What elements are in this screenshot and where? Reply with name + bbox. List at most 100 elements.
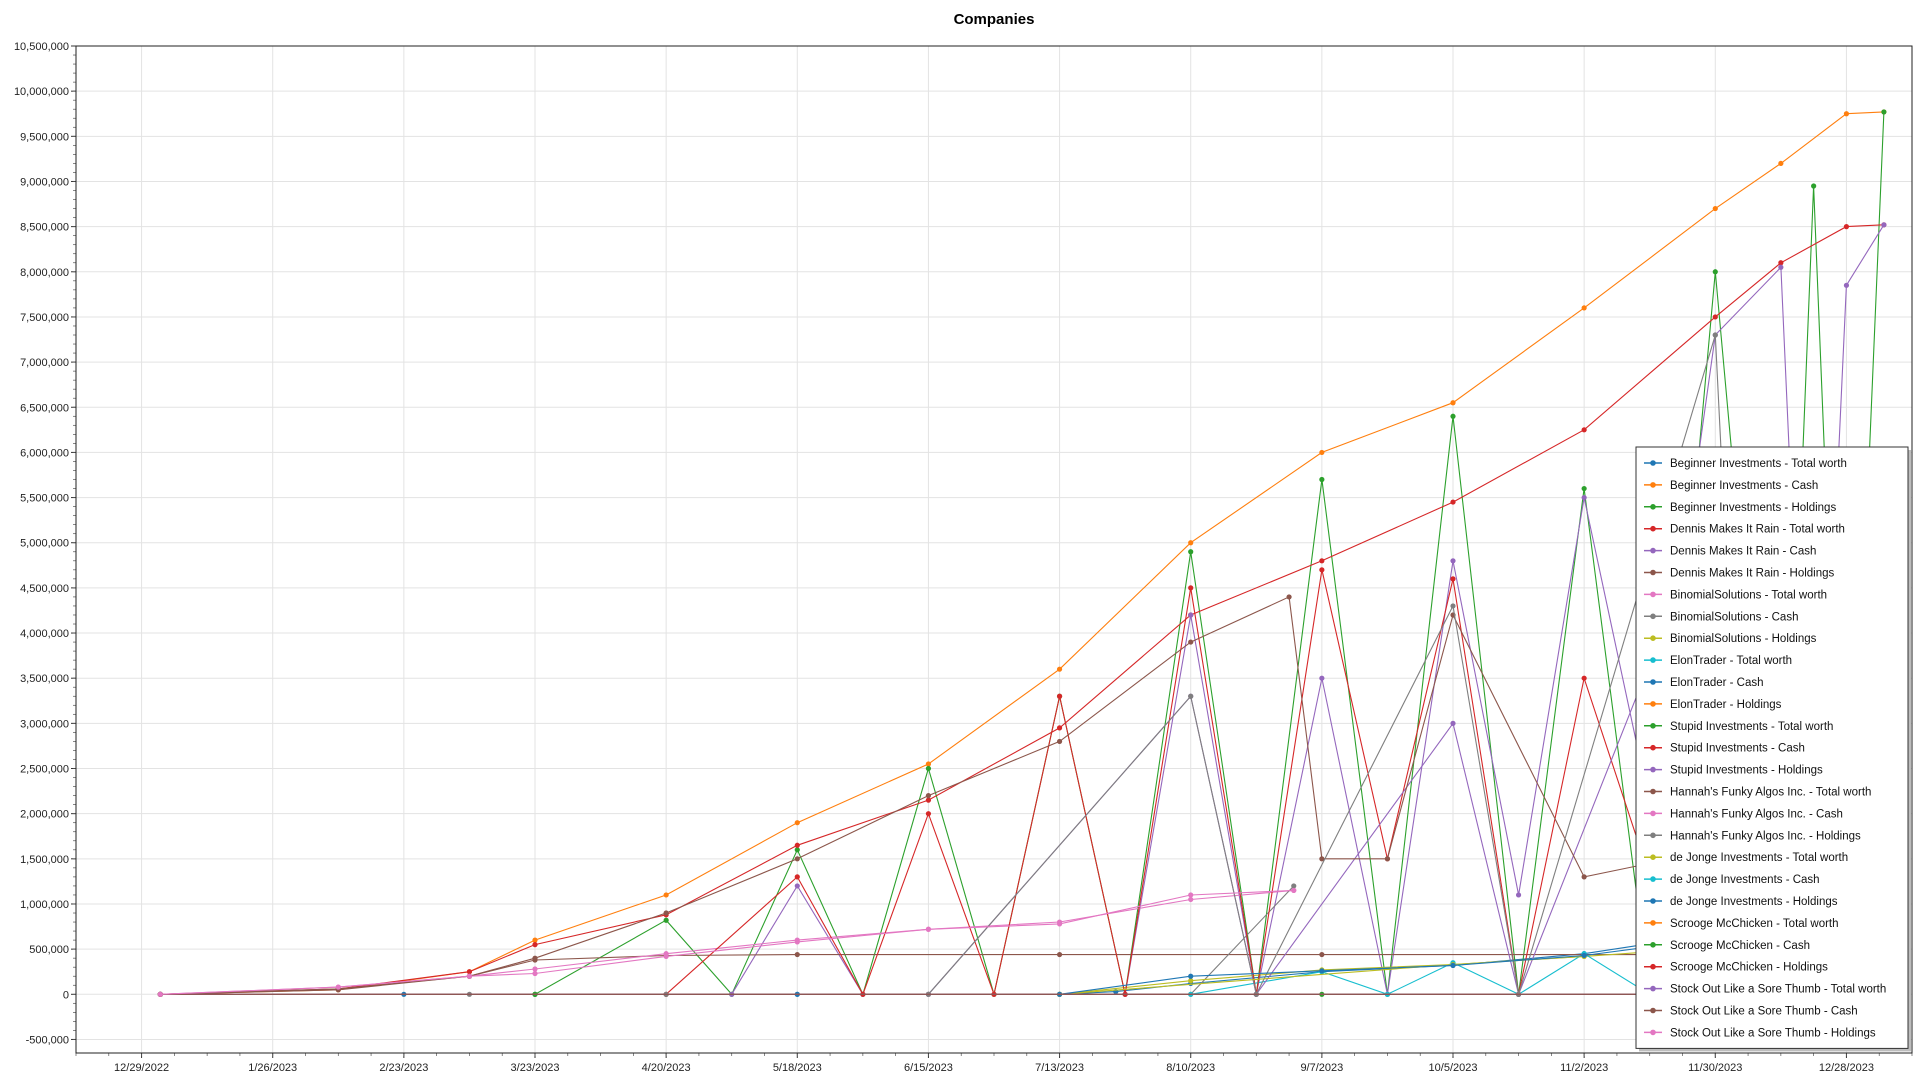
data-point — [1188, 892, 1194, 898]
x-tick-label: 2/23/2023 — [379, 1062, 428, 1074]
y-tick-label: 6,000,000 — [20, 447, 69, 459]
data-point — [157, 991, 163, 997]
data-point — [1581, 952, 1587, 959]
legend-swatch-marker — [1650, 942, 1656, 948]
y-tick-label: 9,000,000 — [20, 176, 69, 188]
legend-entry: Beginner Investments - Cash — [1670, 480, 1818, 492]
series-line — [160, 334, 1749, 996]
plot-frame — [75, 45, 1913, 1054]
y-tick-label: 5,000,000 — [20, 538, 69, 550]
data-point — [663, 953, 669, 959]
data-point — [1450, 962, 1456, 968]
legend-swatch-marker — [1650, 657, 1656, 663]
legend-entry: Stock Out Like a Sore Thumb - Holdings — [1670, 1027, 1876, 1039]
data-point — [1319, 856, 1325, 862]
legend-swatch-marker — [1650, 525, 1656, 532]
data-point — [1188, 693, 1194, 699]
data-point — [925, 793, 932, 799]
data-point — [1450, 558, 1456, 564]
legend-entry: Dennis Makes It Rain - Cash — [1670, 546, 1816, 558]
legend-entry: BinomialSolutions - Holdings — [1670, 633, 1817, 645]
data-point — [1056, 738, 1063, 745]
x-tick-label: 5/18/2023 — [773, 1062, 822, 1074]
legend-entry: Dennis Makes It Rain - Holdings — [1670, 568, 1835, 580]
y-tick-label: 3,500,000 — [20, 673, 69, 685]
data-point — [1286, 594, 1292, 600]
legend-swatch-marker — [1650, 569, 1656, 576]
data-point — [794, 874, 800, 880]
y-tick-label: 9,500,000 — [20, 131, 69, 143]
y-tick-label: 0 — [63, 989, 69, 1001]
series-lines — [157, 109, 1887, 997]
data-point — [1778, 160, 1784, 167]
chart-title: Companies — [954, 11, 1035, 28]
legend-entry: Beginner Investments - Holdings — [1670, 502, 1836, 514]
y-tick-label: 2,000,000 — [20, 809, 69, 821]
y-tick-label: 1,500,000 — [20, 854, 69, 866]
legend-entry: Scrooge McChicken - Total worth — [1670, 918, 1839, 930]
legend-swatch-marker — [1650, 963, 1656, 970]
series-17 — [157, 332, 1751, 997]
series-2 — [157, 109, 1887, 997]
data-point — [1581, 427, 1587, 433]
x-tick-label: 12/29/2022 — [114, 1062, 169, 1074]
data-point — [1291, 887, 1297, 894]
legend-swatch-marker — [1650, 898, 1656, 904]
data-point — [925, 765, 932, 772]
data-point — [1581, 675, 1587, 681]
y-tick-label: 8,000,000 — [20, 267, 69, 279]
data-point — [1843, 282, 1850, 288]
y-tick-label: 500,000 — [29, 944, 69, 956]
series-line — [160, 596, 1716, 995]
legend-entry: ElonTrader - Total worth — [1670, 655, 1792, 667]
data-point — [1843, 224, 1850, 230]
data-point — [1581, 305, 1587, 311]
data-point — [1384, 856, 1391, 862]
data-point — [1811, 183, 1817, 189]
data-point — [1581, 485, 1587, 492]
data-point — [794, 883, 800, 889]
data-point — [1778, 264, 1784, 270]
data-point — [1712, 205, 1718, 212]
legend-entry: Hannah's Funky Algos Inc. - Cash — [1670, 808, 1843, 820]
data-point — [663, 917, 669, 923]
legend: Beginner Investments - Total worth Beginn… — [1635, 446, 1911, 1052]
y-tick-label: 3,000,000 — [20, 718, 69, 730]
data-point — [925, 811, 932, 817]
data-point — [794, 951, 800, 958]
y-tick-label: 7,000,000 — [20, 357, 69, 369]
data-point — [1581, 494, 1587, 501]
data-point — [532, 937, 538, 943]
series-line — [160, 948, 1716, 995]
legend-entry: Hannah's Funky Algos Inc. - Total worth — [1670, 787, 1871, 799]
legend-swatch-marker — [1650, 810, 1656, 817]
data-point — [1319, 558, 1325, 564]
legend-swatch-marker — [1650, 460, 1656, 466]
series-15 — [157, 594, 1718, 997]
legend-swatch-marker — [1650, 854, 1656, 860]
data-point — [466, 973, 473, 979]
legend-entry: Stupid Investments - Cash — [1670, 743, 1805, 755]
legend-swatch-marker — [1650, 701, 1656, 707]
series-line — [160, 937, 1716, 995]
x-tick-label: 12/28/2023 — [1819, 1062, 1874, 1074]
x-tick-label: 11/30/2023 — [1688, 1062, 1742, 1074]
legend-entry: Stock Out Like a Sore Thumb - Cash — [1670, 1006, 1858, 1018]
legend-entry: de Jonge Investments - Holdings — [1670, 896, 1838, 908]
legend-swatch-marker — [1650, 482, 1656, 488]
legend-entry: Dennis Makes It Rain - Total worth — [1670, 524, 1845, 536]
data-point — [794, 847, 800, 853]
y-tick-label: 6,500,000 — [20, 402, 69, 414]
x-tick-label: 9/7/2023 — [1300, 1062, 1343, 1074]
legend-swatch-marker — [1650, 920, 1656, 926]
data-point — [1291, 883, 1297, 889]
y-tick-label: 10,500,000 — [14, 41, 69, 53]
data-point — [663, 910, 669, 916]
data-point — [532, 970, 538, 977]
y-tick-label: 4,500,000 — [20, 583, 69, 595]
data-point — [1450, 603, 1456, 609]
data-point — [925, 797, 932, 803]
data-point — [1188, 612, 1194, 618]
y-tick-label: 4,000,000 — [20, 628, 69, 640]
data-point — [1581, 874, 1587, 880]
